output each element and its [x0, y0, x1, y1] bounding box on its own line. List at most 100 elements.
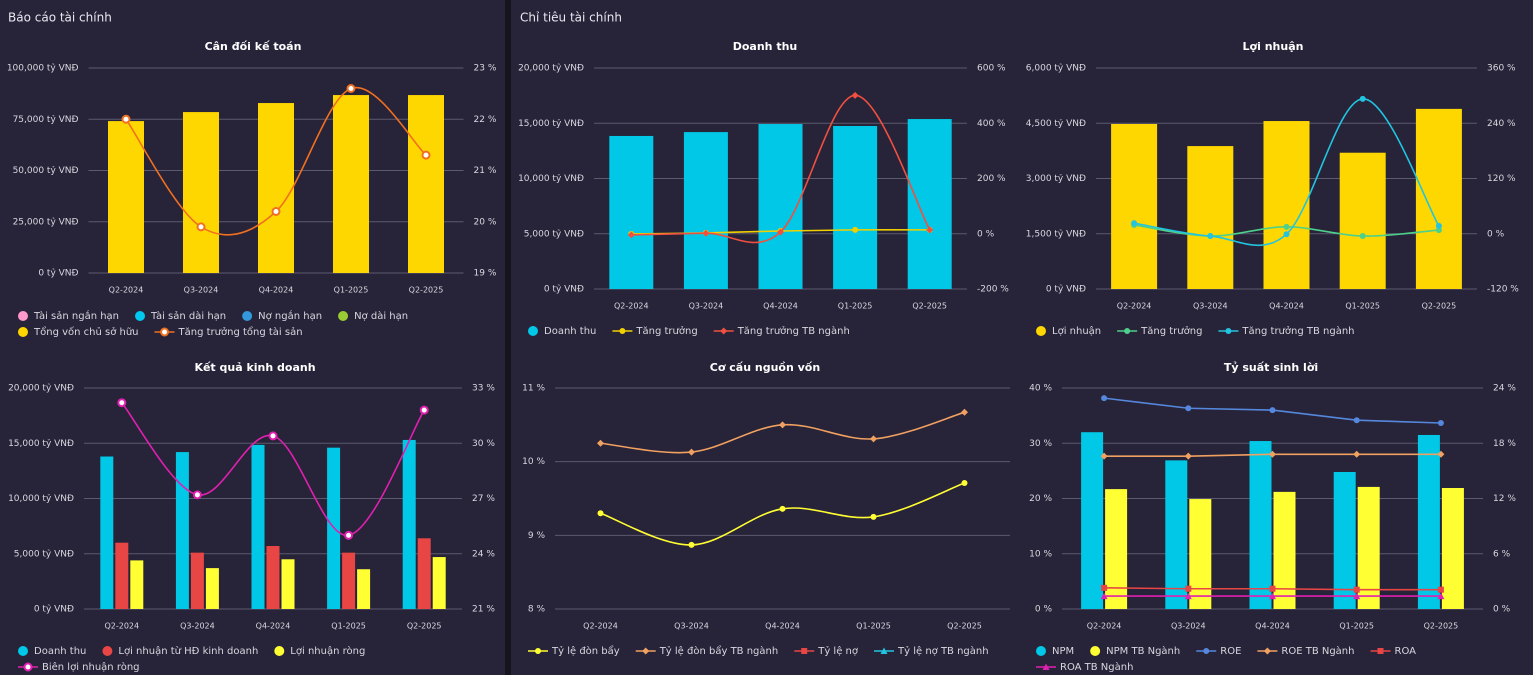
bar: [1333, 471, 1356, 609]
x-tick-label: Q1-2025: [1345, 302, 1380, 311]
chart-title: Cân đối kế toán: [205, 40, 302, 53]
line-point: [702, 229, 710, 237]
legend-swatch: [102, 646, 113, 656]
bar: [758, 124, 803, 289]
y2-tick-label: 360 %: [1487, 64, 1516, 74]
x-tick-label: Q3-2024: [184, 286, 219, 295]
legend-swatch: [1124, 328, 1131, 334]
bar: [1187, 146, 1234, 289]
bar: [609, 135, 654, 289]
x-tick-label: Q1-2025: [334, 286, 369, 295]
legend-swatch: [1042, 663, 1050, 670]
y-tick-label: 40 %: [1029, 384, 1052, 394]
line-point: [1185, 585, 1192, 592]
line-point: [779, 505, 786, 512]
legend-swatch: [18, 646, 28, 656]
bar: [833, 126, 878, 289]
line-point: [1101, 395, 1108, 402]
y2-tick-label: 23 %: [474, 64, 497, 74]
line-point: [121, 114, 131, 124]
line-point: [1131, 220, 1138, 227]
line-point: [419, 405, 429, 415]
y-tick-label: 30 %: [1029, 439, 1052, 449]
y2-tick-label: 20 %: [474, 217, 497, 227]
line-point: [117, 398, 127, 408]
bar: [1417, 434, 1440, 609]
line-point: [1269, 592, 1276, 600]
legend-swatch: [338, 311, 349, 321]
legend-label: Lợi nhuận từ HĐ kinh doanh: [118, 645, 258, 657]
y-tick-label: 0 tỷ VNĐ: [544, 285, 584, 295]
x-tick-label: Q2-2025: [1424, 622, 1459, 631]
x-tick-label: Q2-2025: [407, 622, 442, 631]
line-point: [1184, 452, 1192, 460]
bar: [408, 95, 444, 273]
y2-tick-label: 12 %: [1493, 494, 1516, 504]
bar: [183, 112, 219, 273]
y-tick-label: 0 tỷ VNĐ: [38, 269, 78, 279]
bar: [417, 538, 431, 609]
legend-swatch: [160, 327, 170, 337]
x-tick-label: Q2-2024: [1117, 302, 1152, 311]
line-point: [627, 231, 635, 239]
line-point: [192, 490, 202, 500]
x-tick-label: Q1-2025: [856, 622, 891, 631]
legend-label: Tổng vốn chủ sở hữu: [33, 325, 139, 338]
line-point: [1283, 223, 1290, 230]
x-tick-label: Q3-2024: [180, 622, 215, 631]
bar: [432, 557, 446, 609]
legend-swatch: [535, 648, 541, 654]
x-tick-label: Q4-2024: [259, 286, 294, 295]
line-point: [1435, 227, 1442, 234]
legend-swatch: [880, 647, 888, 654]
y-tick-label: 10 %: [522, 457, 545, 467]
x-tick-label: Q2-2024: [614, 302, 649, 311]
x-tick-label: Q3-2024: [689, 302, 724, 311]
legend-swatch: [135, 311, 146, 321]
line-point: [961, 408, 968, 416]
y-tick-label: 20 %: [1029, 494, 1052, 504]
x-tick-label: Q4-2024: [1255, 622, 1290, 631]
line-point: [421, 150, 431, 160]
y2-tick-label: 24 %: [472, 549, 495, 559]
legend-label: Tăng trưởng: [1140, 325, 1202, 337]
y2-tick-label: 30 %: [472, 439, 495, 449]
bar: [251, 444, 265, 609]
x-tick-label: Q4-2024: [765, 622, 800, 631]
x-tick-label: Q2-2024: [109, 286, 144, 295]
y2-tick-label: 21 %: [472, 605, 495, 615]
y2-tick-label: 120 %: [1487, 174, 1516, 184]
y2-tick-label: 400 %: [977, 119, 1006, 129]
line-point: [779, 421, 786, 429]
chart-title: Lợi nhuận: [1243, 40, 1304, 53]
y-tick-label: 50,000 tỷ VNĐ: [13, 166, 79, 176]
x-tick-label: Q2-2025: [912, 302, 947, 311]
bar: [402, 439, 416, 609]
bar: [1105, 489, 1128, 609]
bar: [108, 121, 144, 273]
y-tick-label: 15,000 tỷ VNĐ: [518, 119, 584, 129]
legend-label: Doanh thu: [34, 646, 86, 657]
line-point: [344, 530, 354, 540]
x-tick-label: Q4-2024: [763, 302, 798, 311]
y2-tick-label: 0 %: [1487, 229, 1505, 239]
legend-label: Tỷ lệ đòn bẩy: [551, 644, 620, 657]
x-tick-label: Q3-2024: [1171, 622, 1206, 631]
y-tick-label: 4,500 tỷ VNĐ: [1026, 119, 1086, 129]
y2-tick-label: 33 %: [472, 384, 495, 394]
bar: [115, 542, 129, 609]
line-point: [1100, 592, 1108, 600]
line-point: [597, 439, 604, 447]
legend-swatch: [642, 647, 650, 655]
legend-swatch: [18, 327, 28, 337]
legend-label: Lợi nhuận ròng: [290, 645, 365, 657]
legend-label: Lợi nhuận: [1052, 325, 1101, 337]
legend-swatch: [720, 327, 728, 335]
y2-tick-label: 200 %: [977, 174, 1006, 184]
legend-label: NPM TB Ngành: [1106, 645, 1180, 657]
legend-label: Tăng trưởng tổng tài sản: [178, 325, 303, 338]
bar: [100, 456, 114, 609]
line-point: [852, 226, 859, 233]
y-tick-label: 10,000 tỷ VNĐ: [8, 494, 74, 504]
